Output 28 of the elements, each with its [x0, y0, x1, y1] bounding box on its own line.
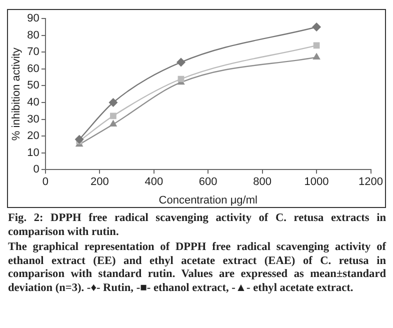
text: The graphical representation of DPPH free radical scavenging activity of ethanol extract (EE) and ethyl acetate extract (EAE) of C. retusa in comparison with standard rutin. Values are expressed as mean±standard deviation (n=3). -♦- Rutin, -■- ethanol extract, -▲- ethyl acetate extract. — [8, 241, 386, 296]
x-tick-label: 600 — [198, 176, 218, 188]
x-axis-title: Concentration μg/ml — [158, 194, 258, 206]
y-axis-title: % inhibition activity — [10, 47, 23, 141]
x-tick-label: 1000 — [304, 176, 329, 188]
x-tick-label: 1200 — [358, 176, 384, 188]
y-tick-label: 50 — [27, 80, 40, 92]
y-tick-label: 60 — [27, 62, 40, 75]
point — [109, 120, 118, 127]
point — [312, 52, 320, 60]
text: Fig. 2: DPPH free radical scavenging activity of C. retusa extracts in comparison with rutin. — [8, 212, 386, 240]
y-tick-label: 90 — [27, 12, 40, 25]
point — [110, 112, 116, 120]
x-tick-label: 400 — [144, 176, 164, 188]
x-tick-label: 800 — [253, 176, 272, 188]
point — [74, 134, 84, 144]
y-tick-label: 70 — [27, 46, 40, 58]
y-tick-label: 0 — [33, 164, 40, 176]
point — [312, 22, 322, 32]
x-tick-label: 200 — [90, 176, 109, 188]
y-tick-label: 40 — [27, 96, 40, 109]
y-tick-label: 10 — [27, 146, 40, 159]
x-tick-label: 0 — [42, 176, 48, 188]
y-tick-label: 20 — [27, 130, 40, 142]
point — [108, 98, 118, 107]
point — [176, 58, 186, 67]
y-tick-label: 80 — [27, 29, 40, 42]
y-tick-label: 30 — [27, 113, 40, 126]
